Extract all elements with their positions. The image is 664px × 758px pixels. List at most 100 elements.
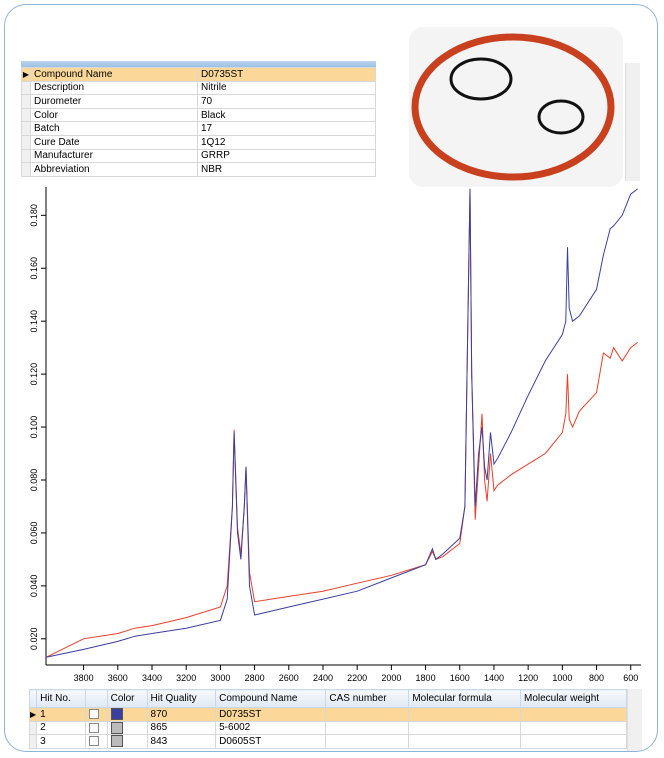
hit-no: 3 [36,734,86,749]
checkbox-cell [84,707,108,722]
app-window: ▶ Compound Name D0735ST Description Nitrile D… [4,4,658,752]
x-tick-label: 3200 [176,673,196,683]
y-tick-label: 0.100 [29,416,39,439]
property-name: Abbreviation [30,162,198,177]
hit-row: 2 865 5-6002 [28,720,627,736]
hit-no: 2 [36,720,86,736]
y-tick-label: 0.160 [29,257,39,280]
cas [325,734,410,749]
row-header [21,134,31,150]
x-tick-label: 3600 [108,673,128,683]
property-name: Durometer [30,94,198,109]
property-row: Manufacturer GRRP [21,148,376,164]
checkbox[interactable] [88,709,99,720]
color-cell [106,707,148,722]
formula [408,720,521,736]
x-tick-label: 2000 [381,673,401,683]
hit-no: 1 [36,707,86,722]
row-header [21,148,31,164]
row-header [21,162,31,177]
checkbox[interactable] [88,722,99,733]
color-cell [106,720,148,736]
cas [325,720,410,736]
y-tick-label: 0.020 [29,628,39,651]
color-swatch [110,735,123,748]
x-tick-label: 2600 [279,673,299,683]
compound-name: D0735ST [215,707,327,722]
property-value: 17 [197,121,376,136]
property-value: NBR [197,162,376,177]
row-header [28,689,38,708]
scrollbar[interactable] [627,689,642,751]
property-row: Abbreviation NBR [21,162,376,177]
sample-photo [409,27,623,187]
props-header [21,61,376,67]
property-value: D0735ST [197,67,376,82]
property-value: Black [197,107,376,123]
y-tick-label: 0.060 [29,522,39,545]
property-name: Compound Name [30,67,198,82]
hit-list: Hit No. Color Hit Quality Compound Name CAS … [28,689,627,749]
property-value: 70 [197,94,376,109]
row-header [21,94,31,109]
y-tick-label: 0.140 [29,310,39,333]
formula [408,734,521,749]
property-grid: ▶ Compound Name D0735ST Description Nitrile D… [21,67,376,177]
x-tick-label: 3400 [142,673,162,683]
property-value: 1Q12 [197,134,376,150]
hit-quality: 865 [146,720,217,736]
row-header: ▶ [21,67,31,82]
property-row: Cure Date 1Q12 [21,134,376,150]
y-tick-label: 0.180 [29,204,39,227]
column-header: Molecular formula [408,689,521,708]
y-tick-label: 0.040 [29,575,39,598]
property-row: Color Black [21,107,376,123]
column-header: Color [106,689,148,708]
property-name: Manufacturer [30,148,198,164]
x-tick-label: 1400 [484,673,504,683]
column-header: Hit No. [36,689,86,708]
column-header: CAS number [325,689,410,708]
photo-bg [409,27,623,187]
row-header: ▶ [28,707,38,722]
property-row: Batch 17 [21,121,376,136]
color-swatch [110,708,123,721]
property-row: ▶ Compound Name D0735ST [21,67,376,82]
x-tick-label: 1600 [450,673,470,683]
checkbox-cell [84,734,108,749]
row-header [28,734,38,749]
row-header [28,720,38,736]
hit-row: 3 843 D0605ST [28,734,627,749]
hit-quality: 843 [146,734,217,749]
x-tick-label: 1000 [552,673,572,683]
property-name: Color [30,107,198,123]
property-name: Description [30,80,198,96]
x-tick-label: 1200 [518,673,538,683]
x-tick-label: 2400 [313,673,333,683]
checkbox[interactable] [88,736,99,747]
spectrum-line [45,188,638,658]
x-tick-label: 2200 [347,673,367,683]
scrollbar[interactable] [625,63,640,181]
y-tick-label: 0.080 [29,469,39,492]
hit-row: ▶ 1 870 D0735ST [28,707,627,722]
weight [520,720,627,736]
x-tick-label: 600 [623,673,638,683]
x-tick-label: 800 [589,673,604,683]
ring [537,99,585,135]
column-header: Compound Name [215,689,327,708]
column-header: Hit Quality [146,689,217,708]
color-cell [106,734,148,749]
x-tick-label: 2800 [245,673,265,683]
weight [520,707,627,722]
spectrum-line [45,188,638,658]
row-header [21,80,31,96]
x-tick-label: 3000 [210,673,230,683]
spectrum-chart: 3800 3600 3400 3200 3000 2800 2600 2400 2200 2000… [29,187,641,683]
y-tick-label: 0.120 [29,363,39,386]
cas [325,707,410,722]
checkbox-cell [84,720,108,736]
formula [408,707,521,722]
ring [449,57,513,101]
property-row: Description Nitrile [21,80,376,96]
